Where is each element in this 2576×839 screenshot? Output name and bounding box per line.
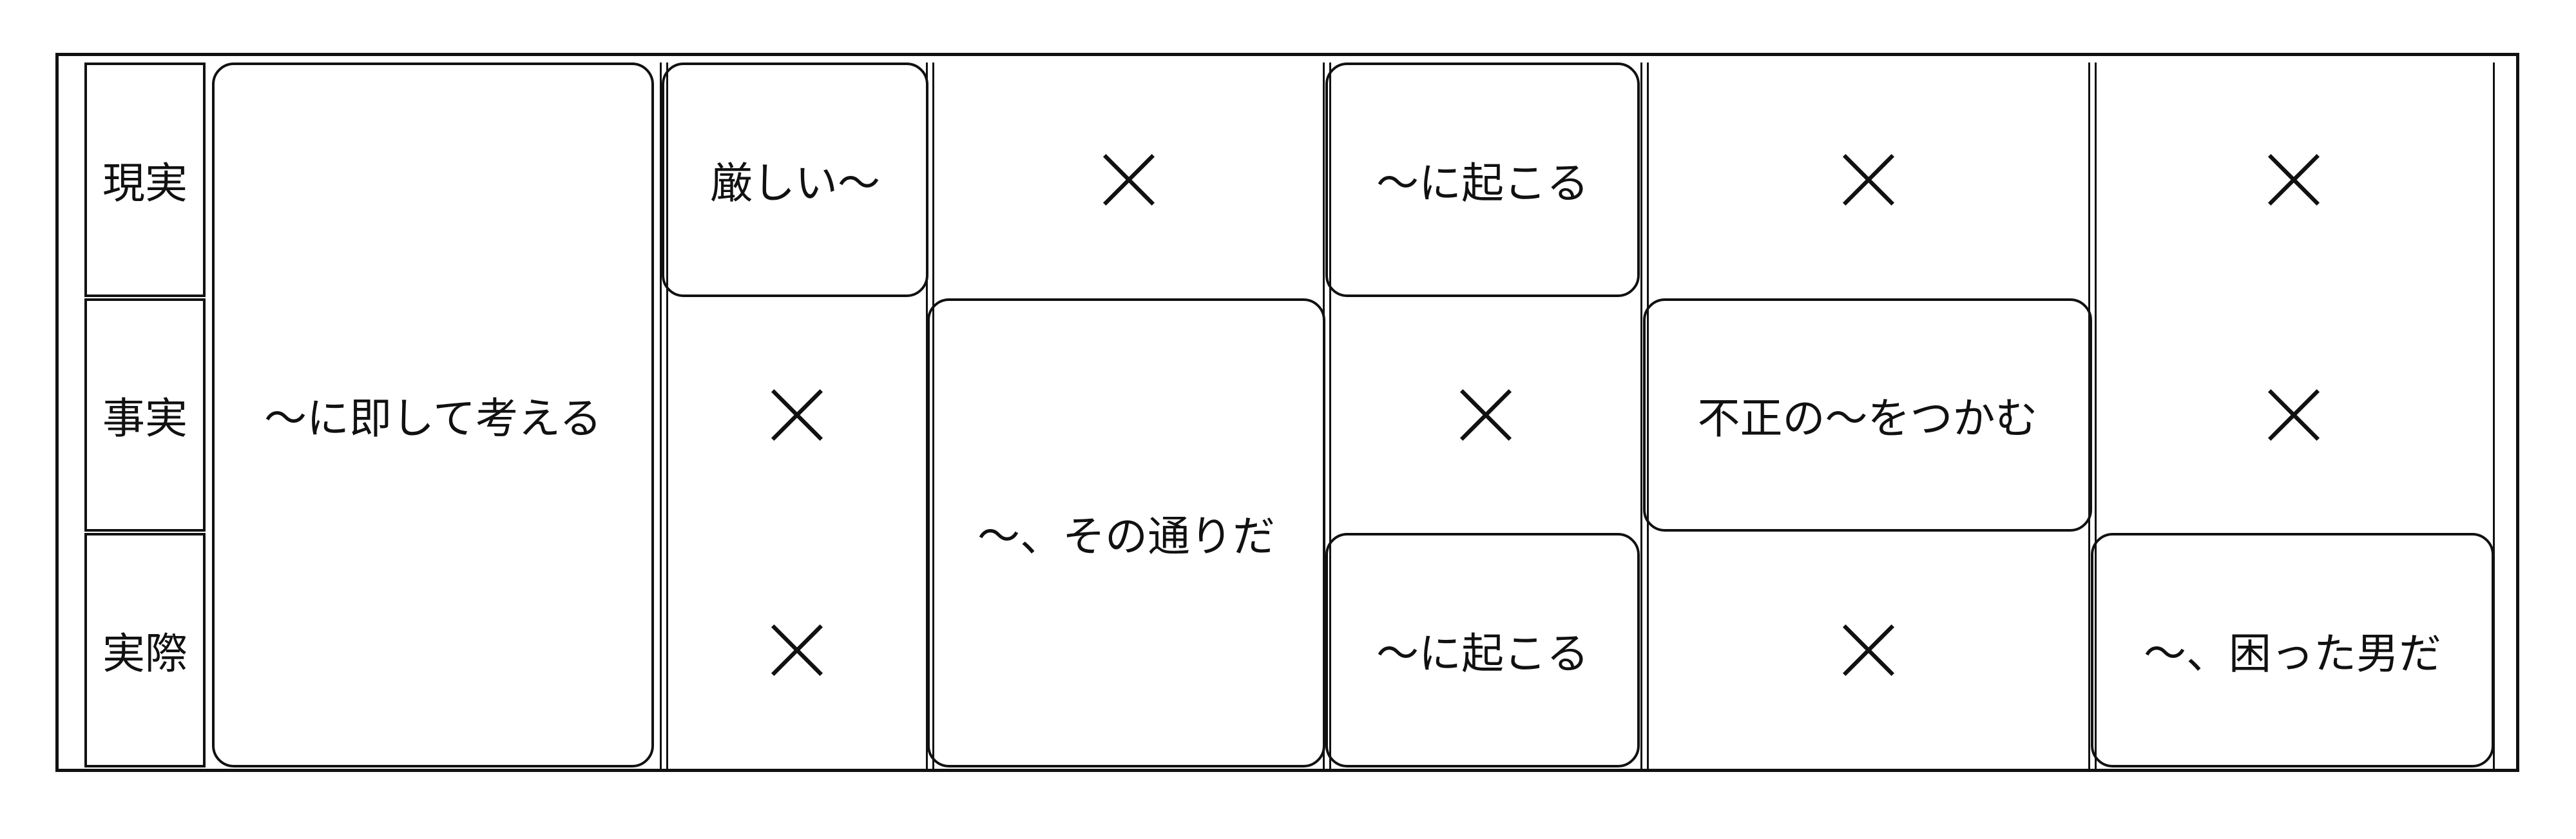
row-label-genjitsu: 現実 bbox=[84, 63, 206, 297]
phrase-box-sono-toori-da: ～、その通りだ bbox=[927, 298, 1325, 767]
phrase-text: ～に即して考える bbox=[264, 394, 602, 443]
column-separator bbox=[2095, 63, 2097, 769]
row-label-text: 事実 bbox=[102, 394, 187, 443]
x-mark-icon bbox=[771, 389, 823, 441]
column-separator bbox=[1647, 63, 1649, 769]
phrase-box-ni-okoru: ～に起こる bbox=[1325, 533, 1640, 767]
x-mark-icon bbox=[1842, 153, 1895, 206]
phrase-text: 厳しい～ bbox=[710, 159, 880, 208]
cross-cell bbox=[2097, 298, 2491, 532]
phrase-text: ～に起こる bbox=[1376, 629, 1589, 679]
phrase-box-kibishii: 厳しい～ bbox=[662, 63, 928, 297]
row-label-text: 実際 bbox=[102, 629, 187, 679]
x-mark-icon bbox=[1842, 624, 1895, 677]
cross-cell bbox=[934, 63, 1323, 297]
cross-cell bbox=[1649, 533, 2088, 767]
phrase-box-komatta-otoko-da: ～、困った男だ bbox=[2091, 533, 2494, 767]
x-mark-icon bbox=[1102, 153, 1155, 206]
column-separator bbox=[1640, 63, 1642, 769]
phrase-text: ～、困った男だ bbox=[2144, 629, 2441, 679]
phrase-box-fusei-wo-tsukamu: 不正の～をつかむ bbox=[1643, 298, 2092, 532]
column-separator bbox=[926, 63, 928, 769]
row-label-jissai: 実際 bbox=[84, 533, 206, 767]
x-mark-icon bbox=[2267, 153, 2320, 206]
cross-cell bbox=[668, 533, 926, 767]
cross-cell bbox=[1331, 298, 1640, 532]
phrase-box-soku-shite-kangaeru: ～に即して考える bbox=[212, 63, 654, 767]
x-mark-icon bbox=[771, 624, 823, 677]
x-mark-icon bbox=[1459, 389, 1512, 441]
row-label-text: 現実 bbox=[102, 159, 187, 208]
cross-cell bbox=[668, 298, 926, 532]
column-separator bbox=[932, 63, 934, 769]
cross-cell bbox=[2097, 63, 2491, 297]
usage-table: 現実 事実 実際 ～に即して考える 厳しい～ bbox=[55, 53, 2519, 772]
cross-cell bbox=[1649, 63, 2088, 297]
column-separator bbox=[666, 63, 668, 769]
phrase-text: ～、その通りだ bbox=[977, 512, 1275, 561]
x-mark-icon bbox=[2267, 389, 2320, 441]
phrase-box-ni-okoru: ～に起こる bbox=[1325, 63, 1640, 297]
row-label-jijitsu: 事実 bbox=[84, 298, 206, 532]
phrase-text: 不正の～をつかむ bbox=[1697, 394, 2038, 443]
column-separator bbox=[2088, 63, 2090, 769]
column-separator bbox=[2493, 63, 2495, 769]
column-separator bbox=[1329, 63, 1331, 769]
phrase-text: ～に起こる bbox=[1376, 159, 1589, 208]
column-separator bbox=[660, 63, 662, 769]
